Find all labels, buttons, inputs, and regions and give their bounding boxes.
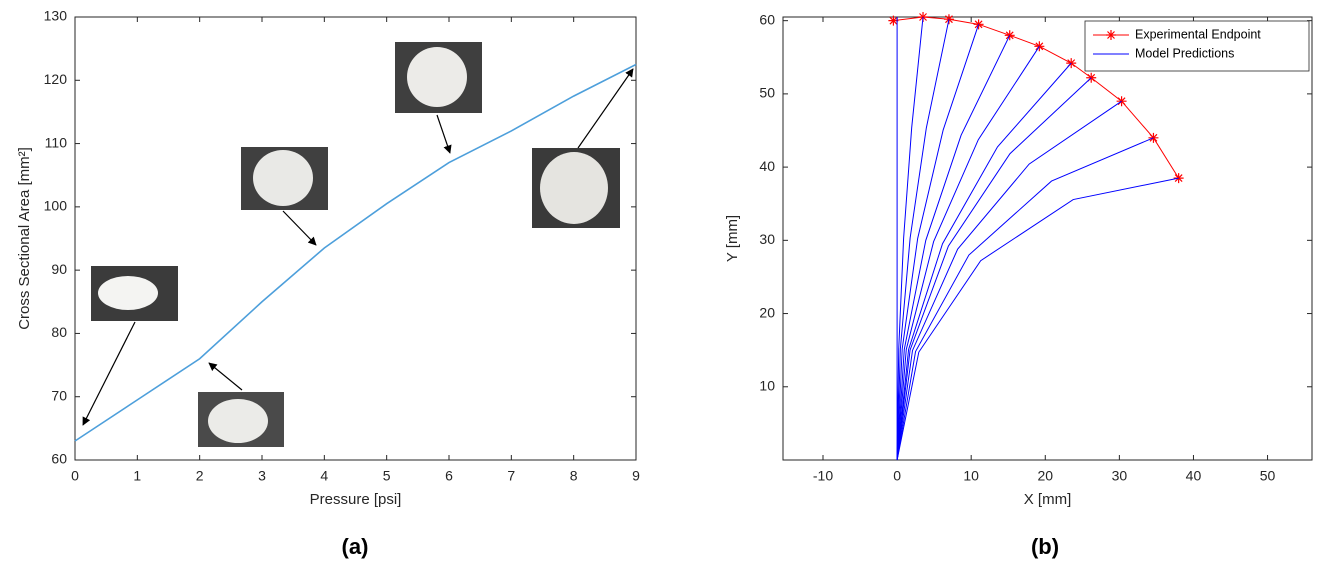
model-curve — [896, 16, 924, 461]
arrow — [282, 210, 317, 246]
axes-box — [74, 16, 637, 461]
x-tick-label: -10 — [813, 468, 833, 484]
marker — [888, 15, 899, 26]
model-curve — [896, 24, 980, 461]
y-axis-label: Cross Sectional Area [mm²] — [16, 147, 33, 330]
legend-marker — [1106, 30, 1116, 40]
caption: (a) — [342, 534, 369, 559]
y-tick-label: 10 — [759, 377, 775, 393]
data-line — [74, 63, 637, 442]
model-curve — [896, 77, 1092, 461]
photo-sample — [208, 399, 268, 443]
x-tick-label: 5 — [383, 468, 391, 484]
marker — [1148, 132, 1159, 143]
x-tick-label: 1 — [133, 468, 141, 484]
y-tick-label: 40 — [759, 158, 775, 174]
y-tick-label: 130 — [44, 8, 68, 24]
x-tick-label: 0 — [71, 468, 79, 484]
x-tick-label: 50 — [1260, 468, 1276, 484]
axes-box — [782, 16, 1313, 461]
marker — [943, 14, 954, 25]
photo-sample — [407, 47, 467, 107]
y-tick-label: 100 — [44, 198, 68, 214]
photo-sample — [540, 152, 608, 224]
arrow — [436, 114, 452, 154]
caption: (b) — [1031, 534, 1059, 559]
marker — [1116, 96, 1127, 107]
x-tick-label: 9 — [632, 468, 640, 484]
photo-insets — [82, 42, 634, 447]
model-curve — [896, 35, 1011, 461]
y-axis-label: Y [mm] — [724, 215, 741, 262]
y-tick-label: 30 — [759, 231, 775, 247]
model-curve — [896, 177, 1179, 461]
y-tick-label: 20 — [759, 304, 775, 320]
arrow — [208, 362, 243, 391]
x-tick-label: 8 — [570, 468, 578, 484]
model-curve — [896, 62, 1072, 461]
photo-sample — [98, 276, 158, 310]
y-tick-label: 110 — [45, 134, 68, 150]
marker — [1066, 58, 1077, 69]
y-tick-label: 60 — [51, 451, 67, 467]
marker — [973, 19, 984, 30]
legend-label: Experimental Endpoint — [1135, 27, 1261, 41]
x-tick-label: 30 — [1112, 468, 1128, 484]
x-tick-label: 3 — [258, 468, 266, 484]
photo-sample — [253, 150, 313, 206]
x-tick-label: 0 — [893, 468, 901, 484]
arrow — [82, 321, 136, 426]
x-tick-label: 20 — [1037, 468, 1053, 484]
y-tick-label: 90 — [51, 261, 67, 277]
legend-box — [1084, 20, 1310, 72]
legend-label: Model Predictions — [1135, 46, 1234, 60]
x-tick-label: 10 — [963, 468, 979, 484]
model-curve — [896, 46, 1040, 461]
y-tick-label: 80 — [51, 324, 67, 340]
y-tick-label: 50 — [759, 85, 775, 101]
y-tick-label: 120 — [44, 71, 68, 87]
marker — [1173, 173, 1184, 184]
x-axis-label: Pressure [psi] — [310, 491, 402, 508]
model-curve — [896, 137, 1154, 461]
model-curve — [896, 19, 950, 461]
x-tick-label: 7 — [507, 468, 515, 484]
x-tick-label: 4 — [320, 468, 328, 484]
x-tick-label: 40 — [1186, 468, 1202, 484]
y-tick-label: 60 — [759, 11, 775, 27]
x-tick-label: 2 — [196, 468, 204, 484]
x-tick-label: 6 — [445, 468, 453, 484]
x-axis-label: X [mm] — [1024, 491, 1072, 508]
arrow — [577, 68, 634, 149]
model-curve — [896, 100, 1122, 461]
y-tick-label: 70 — [51, 387, 67, 403]
